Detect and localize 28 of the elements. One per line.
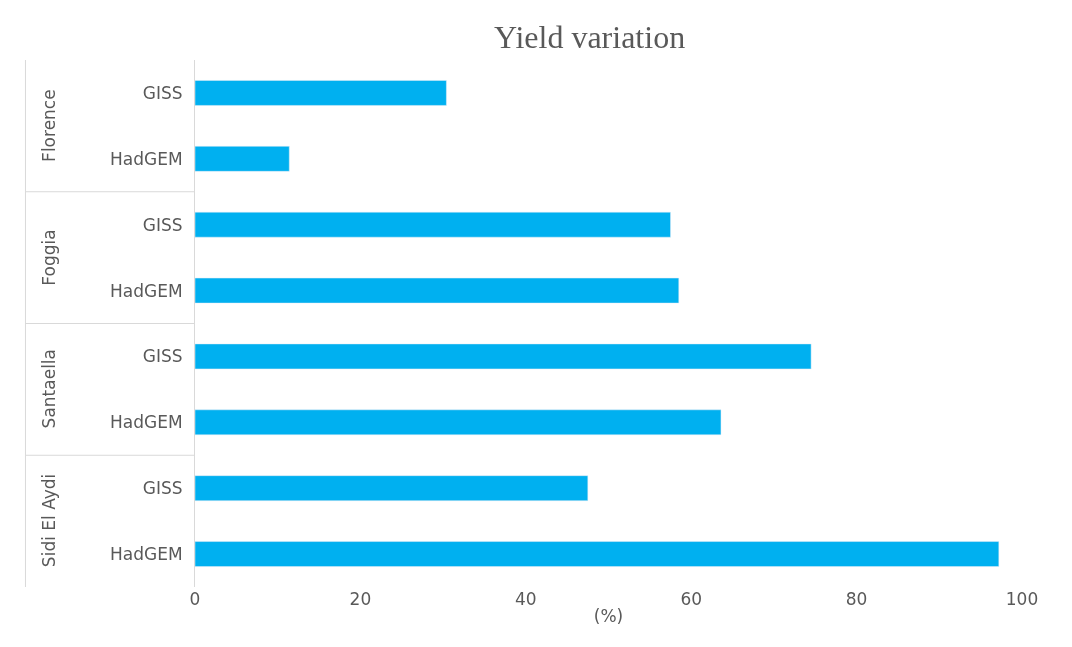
bar — [195, 475, 589, 501]
bar — [195, 277, 680, 304]
y-tick-label: HadGEM — [110, 148, 183, 169]
bar — [195, 409, 722, 436]
bar — [195, 80, 447, 106]
text: Santaella — [38, 348, 59, 429]
y-tick-label: GISS — [142, 346, 183, 367]
y-tick-label: HadGEM — [110, 544, 183, 565]
bar — [195, 146, 290, 172]
bar — [195, 343, 812, 370]
y-tick-label: GISS — [142, 214, 183, 235]
x-axis-title: (%) — [593, 606, 624, 627]
x-tick-label: 80 — [845, 589, 868, 609]
text: Florence — [39, 89, 60, 162]
bar — [195, 541, 1000, 567]
bar — [195, 211, 671, 238]
y-tick-label: GISS — [142, 82, 183, 103]
x-tick-label: 40 — [514, 589, 537, 609]
y-tick-label: HadGEM — [110, 280, 183, 301]
x-tick-label: 60 — [680, 589, 703, 609]
x-tick-label: 0 — [189, 589, 201, 609]
text: Sidi El Aydi — [38, 473, 59, 568]
y-tick-label: HadGEM — [110, 412, 183, 433]
text: Foggia — [39, 229, 60, 286]
x-tick-label: 20 — [349, 589, 372, 609]
x-tick-label: 100 — [1005, 589, 1039, 609]
y-tick-label: GISS — [142, 478, 183, 499]
chart-title: Yield variation — [494, 19, 686, 56]
